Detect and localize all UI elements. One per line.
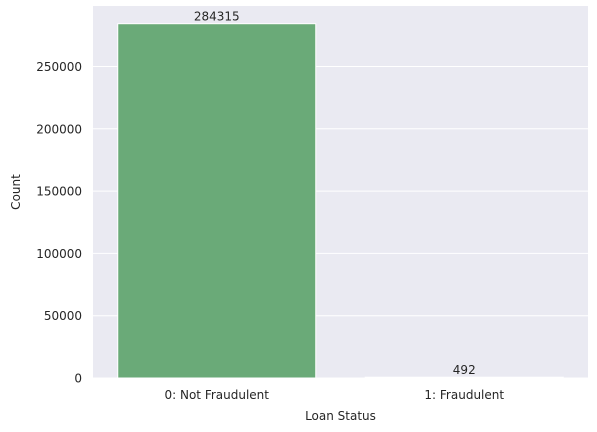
y-tick-label: 200000 — [36, 122, 82, 136]
y-tick-label: 50000 — [44, 309, 82, 323]
data-labels: 284315 492 — [194, 10, 476, 377]
x-tick-label: 1: Fraudulent — [424, 388, 504, 402]
data-label: 284315 — [194, 10, 240, 24]
data-label: 492 — [453, 363, 476, 377]
y-ticks: 0 50000 100000 150000 200000 250000 — [36, 60, 82, 386]
x-ticks: 0: Not Fraudulent 1: Fraudulent — [164, 388, 504, 402]
y-tick-label: 100000 — [36, 247, 82, 261]
x-tick-label: 0: Not Fraudulent — [164, 388, 269, 402]
bar — [117, 23, 317, 379]
y-tick-label: 250000 — [36, 60, 82, 74]
bars — [117, 23, 564, 379]
bar — [364, 376, 564, 379]
y-tick-label: 150000 — [36, 185, 82, 199]
y-tick-label: 0 — [74, 372, 82, 386]
y-axis-label: Count — [9, 174, 23, 210]
x-axis-label: Loan Status — [305, 409, 376, 423]
